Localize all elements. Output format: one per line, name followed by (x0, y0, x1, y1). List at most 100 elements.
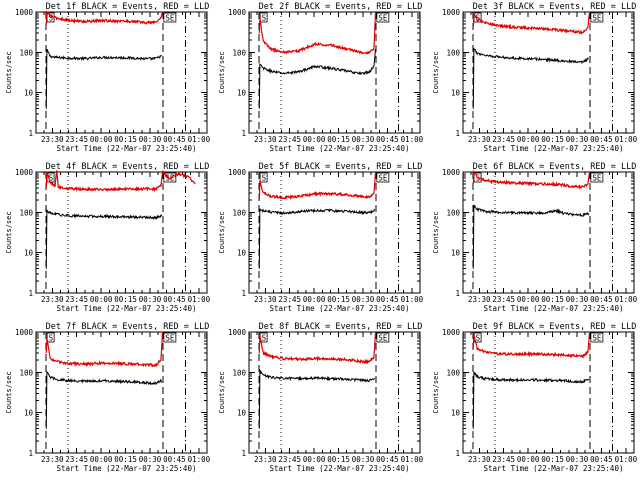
y-tick-label: 1000 (15, 328, 34, 337)
series-line-lld (45, 10, 164, 26)
series-line-events (472, 371, 590, 429)
series-line-lld (472, 169, 591, 190)
y-tick-label: 1000 (15, 8, 34, 17)
y-axis-label: Counts/sec (218, 371, 226, 413)
x-tick-label: 00:30 (566, 455, 589, 464)
chart-title: Det 1f BLACK = Events, RED = LLD (46, 2, 210, 12)
x-tick-label: 00:15 (114, 135, 137, 144)
chart-title: Det 4f BLACK = Events, RED = LLD (46, 162, 210, 172)
x-tick-label: 23:30 (468, 295, 491, 304)
series-line-events (258, 49, 376, 109)
x-tick-label: 00:30 (352, 135, 375, 144)
annotation-box (163, 172, 177, 183)
annotation-label: S (49, 174, 54, 183)
y-tick-label: 1000 (442, 328, 461, 337)
y-tick-label: 10 (237, 409, 247, 418)
x-tick-label: 23:30 (41, 455, 64, 464)
y-axis-label: Counts/sec (218, 211, 226, 253)
x-tick-label: 00:00 (517, 455, 540, 464)
x-axis-label: Start Time (22-Mar-07 23:25:40) (484, 144, 624, 153)
x-tick-label: 00:45 (376, 135, 399, 144)
y-tick-label: 1 (455, 449, 460, 458)
series-line-lld (258, 171, 377, 201)
x-tick-label: 01:00 (401, 135, 424, 144)
x-tick-label: 01:00 (615, 135, 638, 144)
plot-frame (248, 11, 421, 134)
chart-panel-8: Det 8f BLACK = Events, RED = LLD Counts/s… (218, 322, 424, 473)
series-line-events (45, 208, 163, 269)
annotation-label: SE (378, 334, 388, 343)
chart-panel-4: Det 4f BLACK = Events, RED = LLD Counts/s… (5, 162, 211, 313)
x-tick-label: 00:00 (90, 135, 113, 144)
series-line-events (472, 204, 590, 269)
y-tick-label: 10 (451, 249, 461, 258)
x-tick-label: 23:45 (65, 455, 88, 464)
x-tick-label: 00:15 (327, 135, 350, 144)
annotation-label: S (262, 174, 267, 183)
x-tick-label: 01:00 (188, 135, 211, 144)
y-axis-label: Counts/sec (432, 371, 440, 413)
x-axis-label: Start Time (22-Mar-07 23:25:40) (270, 144, 410, 153)
x-tick-label: 00:30 (352, 455, 375, 464)
y-tick-label: 1000 (442, 8, 461, 17)
x-tick-label: 00:15 (541, 135, 564, 144)
annotation-box (376, 12, 390, 23)
series-line-events (258, 207, 376, 269)
chart-title: Det 3f BLACK = Events, RED = LLD (473, 2, 637, 12)
x-tick-label: 00:45 (590, 295, 613, 304)
x-tick-label: 00:00 (90, 455, 113, 464)
annotation-label: S (49, 14, 54, 23)
chart-title: Det 2f BLACK = Events, RED = LLD (259, 2, 423, 12)
chart-title: Det 5f BLACK = Events, RED = LLD (259, 162, 423, 172)
annotation-box (259, 172, 268, 183)
chart-title: Det 9f BLACK = Events, RED = LLD (473, 322, 637, 332)
annotation-label: SE (592, 334, 602, 343)
y-tick-label: 10 (24, 249, 34, 258)
y-axis-label: Counts/sec (432, 211, 440, 253)
series-line-events (45, 370, 163, 429)
y-tick-label: 10 (451, 409, 461, 418)
chart-panel-5: Det 5f BLACK = Events, RED = LLD Counts/s… (218, 162, 424, 313)
x-tick-label: 23:45 (492, 295, 515, 304)
annotation-label: S (476, 14, 481, 23)
x-axis-label: Start Time (22-Mar-07 23:25:40) (484, 304, 624, 313)
x-tick-label: 00:15 (541, 295, 564, 304)
y-tick-label: 1 (455, 289, 460, 298)
x-tick-label: 01:00 (615, 295, 638, 304)
y-tick-label: 1 (241, 449, 246, 458)
y-tick-label: 1000 (15, 168, 34, 177)
x-tick-label: 00:30 (139, 135, 162, 144)
annotation-box (163, 12, 177, 23)
y-axis-label: Counts/sec (5, 51, 13, 93)
x-tick-label: 00:15 (114, 455, 137, 464)
x-tick-label: 23:45 (278, 295, 301, 304)
annotation-box (590, 332, 604, 343)
y-tick-label: 100 (232, 208, 246, 217)
y-tick-label: 1 (241, 289, 246, 298)
chart-panel-7: Det 7f BLACK = Events, RED = LLD Counts/s… (5, 322, 211, 473)
x-tick-label: 01:00 (188, 295, 211, 304)
annotation-box (376, 172, 390, 183)
x-tick-label: 00:15 (327, 455, 350, 464)
y-tick-label: 10 (24, 89, 34, 98)
x-tick-label: 00:00 (303, 135, 326, 144)
y-tick-label: 10 (451, 89, 461, 98)
x-tick-label: 00:15 (541, 455, 564, 464)
x-tick-label: 23:45 (278, 455, 301, 464)
y-tick-label: 100 (232, 368, 246, 377)
x-tick-label: 00:30 (566, 295, 589, 304)
annotation-box (46, 332, 55, 343)
annotation-label: SE (378, 174, 388, 183)
plot-frame (35, 11, 208, 134)
y-tick-label: 10 (24, 409, 34, 418)
x-tick-label: 23:30 (468, 455, 491, 464)
series-line-lld (45, 170, 196, 193)
x-axis-label: Start Time (22-Mar-07 23:25:40) (484, 464, 624, 473)
x-tick-label: 01:00 (188, 455, 211, 464)
x-tick-label: 00:45 (163, 135, 186, 144)
annotation-label: S (262, 334, 267, 343)
x-tick-label: 23:45 (492, 455, 515, 464)
plot-frame (35, 331, 208, 454)
x-tick-label: 00:30 (566, 135, 589, 144)
